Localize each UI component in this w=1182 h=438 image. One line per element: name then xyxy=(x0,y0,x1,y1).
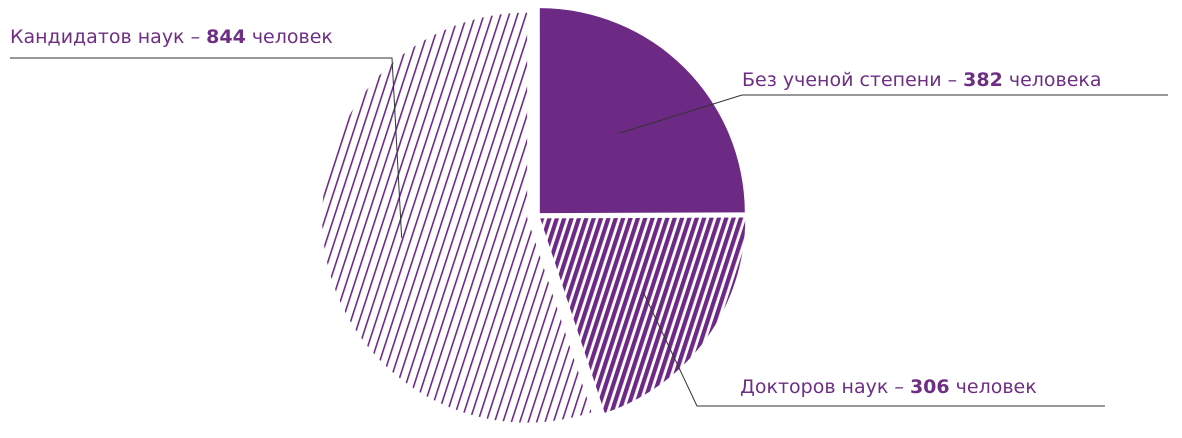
leader-lines xyxy=(10,57,1168,407)
slice-doctors xyxy=(540,217,746,413)
leader-line-no-degree xyxy=(619,94,1168,134)
label-no-degree: Без ученой степени – 382 человека xyxy=(742,69,1102,91)
label-doctors: Докторов наук – 306 человек xyxy=(740,376,1037,398)
leader-line-doctors xyxy=(642,292,1105,407)
leader-line-candidates xyxy=(10,57,403,238)
label-candidates: Кандидатов наук – 844 человек xyxy=(10,26,333,48)
slice-no-degree xyxy=(539,8,745,214)
slice-candidates xyxy=(322,12,592,423)
pie-slices xyxy=(322,8,746,423)
